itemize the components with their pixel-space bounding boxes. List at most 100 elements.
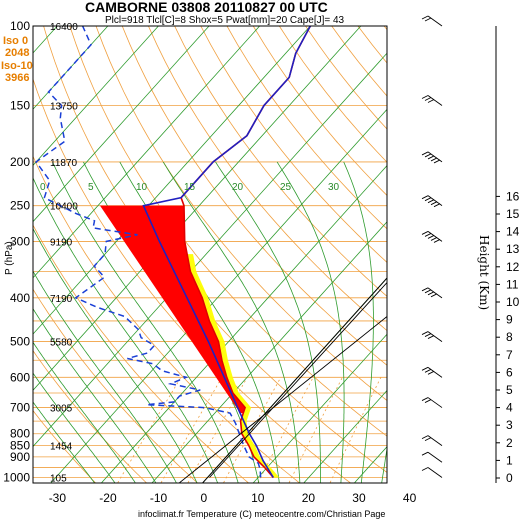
height-tick-label: 15 bbox=[506, 207, 520, 221]
moist-adiabat-line bbox=[381, 446, 387, 483]
dry-adiabat-line bbox=[383, 26, 387, 31]
pressure-tick-label: 500 bbox=[10, 335, 30, 349]
moist-adiabat-line bbox=[33, 307, 157, 483]
moist-adiabat-line bbox=[33, 401, 96, 483]
mixing-ratio-line bbox=[117, 377, 182, 483]
wind-barb-feather bbox=[427, 155, 435, 160]
wind-barb bbox=[427, 331, 443, 342]
wind-barb-feather bbox=[427, 99, 435, 103]
height-tick-label: 12 bbox=[506, 260, 520, 274]
dry-adiabat-line bbox=[33, 155, 301, 483]
wind-barb-feather bbox=[427, 335, 435, 339]
pressure-tick-label: 1000 bbox=[3, 471, 30, 485]
cin-fill bbox=[187, 254, 280, 478]
wind-barb-feather bbox=[424, 333, 432, 337]
wind-barb-feather bbox=[427, 199, 435, 204]
dry-adiabat-line bbox=[174, 26, 387, 297]
reference-line bbox=[178, 316, 387, 483]
height-tick-label: 9 bbox=[506, 313, 513, 327]
moist-adiabat-line bbox=[33, 270, 177, 483]
y-axis-title: P (hPa) bbox=[4, 241, 15, 275]
wind-barb-feather bbox=[433, 239, 441, 243]
mixing-ratio-line bbox=[288, 377, 343, 483]
height-tick-label: 13 bbox=[506, 242, 520, 256]
height-axis-title: Height (Km) bbox=[477, 235, 491, 310]
height-tick-label: 8 bbox=[506, 330, 513, 344]
height-tick-label: 10 bbox=[506, 295, 520, 309]
moist-adiabat-line bbox=[33, 177, 219, 483]
mixing-ratio-line bbox=[257, 377, 314, 483]
wind-barb-feather bbox=[424, 97, 432, 101]
wind-barb-feather bbox=[421, 231, 429, 235]
x-tick-label: -10 bbox=[150, 491, 168, 505]
wind-barb-feather bbox=[427, 370, 435, 375]
height-tick-label: 1 bbox=[506, 453, 513, 467]
dry-adiabat-line bbox=[33, 409, 97, 483]
wind-barb-feather bbox=[421, 366, 429, 371]
moist-adiabat-label: 0 bbox=[40, 182, 46, 193]
x-tick-label: 20 bbox=[302, 491, 316, 505]
moist-adiabat-line bbox=[276, 161, 345, 483]
pressure-tick-label: 850 bbox=[10, 439, 30, 453]
wind-barb bbox=[427, 15, 443, 27]
isotherm-line bbox=[33, 26, 260, 279]
wind-barb bbox=[427, 467, 443, 478]
wind-barb-feather bbox=[421, 467, 429, 471]
moist-adiabat-label: 30 bbox=[328, 182, 340, 193]
geopotential-label: 10400 bbox=[50, 202, 78, 213]
wind-barb-feather bbox=[421, 15, 429, 20]
pressure-tick-label: 700 bbox=[10, 401, 30, 415]
x-tick-label: 30 bbox=[352, 491, 366, 505]
dry-adiabat-line bbox=[95, 26, 387, 401]
moist-adiabat-line bbox=[162, 161, 301, 483]
geopotential-label: 3005 bbox=[50, 404, 73, 415]
wind-barb bbox=[427, 397, 443, 408]
isotherm-line bbox=[33, 26, 210, 223]
wind-barb-feather bbox=[421, 95, 429, 99]
iso0-value: 2048 bbox=[5, 47, 29, 59]
moist-adiabat-label: 15 bbox=[184, 182, 196, 193]
moist-adiabat-line bbox=[343, 161, 374, 483]
pressure-tick-label: 900 bbox=[10, 450, 30, 464]
x-tick-label: 10 bbox=[251, 491, 265, 505]
isotherm-line bbox=[252, 333, 387, 483]
wind-barb-feather bbox=[433, 203, 441, 208]
moist-adiabat-line bbox=[215, 161, 321, 483]
height-tick-label: 6 bbox=[506, 365, 513, 379]
geopotential-label: 7190 bbox=[50, 294, 73, 305]
pressure-tick-label: 150 bbox=[10, 99, 30, 113]
wind-barb-feather bbox=[433, 159, 441, 164]
mixing-ratio-line bbox=[222, 377, 282, 483]
wind-barb bbox=[427, 287, 443, 299]
isotherm-line bbox=[100, 165, 387, 483]
pressure-tick-label: 600 bbox=[10, 370, 30, 384]
wind-barb-feather bbox=[421, 151, 429, 156]
dry-adiabat-line bbox=[200, 26, 387, 263]
pressure-tick-label: 300 bbox=[10, 234, 30, 248]
dry-adiabat-line bbox=[489, 26, 521, 487]
wind-barb-feather bbox=[430, 157, 438, 162]
wind-barb-feather bbox=[421, 435, 429, 440]
wind-barb-feather bbox=[427, 235, 435, 239]
wind-barb-feather bbox=[421, 397, 429, 401]
dry-adiabat-line bbox=[121, 26, 387, 366]
height-tick-label: 0 bbox=[506, 471, 513, 485]
geopotential-label: 9190 bbox=[50, 237, 73, 248]
cape-area bbox=[100, 205, 280, 478]
mixing-ratio-line bbox=[160, 377, 223, 483]
plot-frame bbox=[32, 25, 388, 484]
geopotential-label: 5580 bbox=[50, 338, 73, 349]
dry-adiabat-line bbox=[226, 26, 387, 230]
x-tick-label: 40 bbox=[403, 491, 417, 505]
dry-adiabat-line bbox=[410, 26, 521, 487]
wind-barb-feather bbox=[424, 197, 432, 202]
wind-barbs bbox=[421, 15, 443, 478]
chart-title: CAMBORNE 03808 20110827 00 UTC bbox=[85, 0, 328, 15]
iso10-label: Iso-10 bbox=[1, 60, 33, 72]
isotherm-line bbox=[33, 52, 387, 448]
wind-barb bbox=[427, 435, 443, 446]
wind-barb-feather bbox=[424, 233, 432, 237]
geopotential-label: 105 bbox=[50, 474, 67, 485]
wind-barb-feather bbox=[430, 237, 438, 241]
